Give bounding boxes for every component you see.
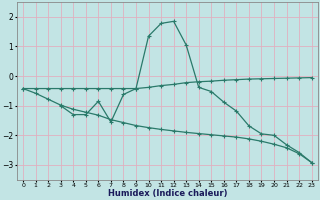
X-axis label: Humidex (Indice chaleur): Humidex (Indice chaleur) xyxy=(108,189,227,198)
